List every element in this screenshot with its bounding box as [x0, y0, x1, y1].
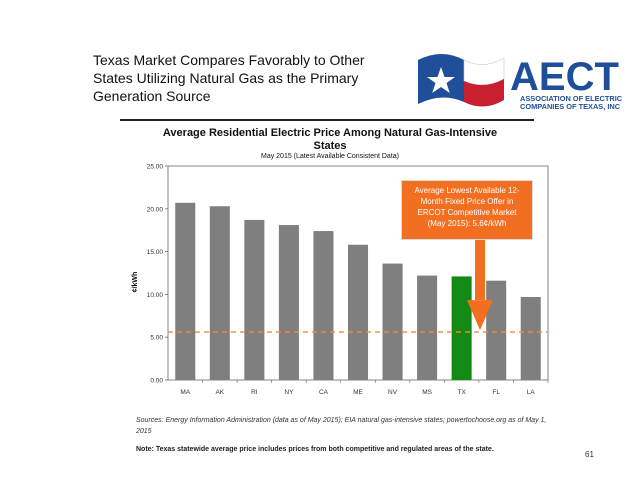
chart-title: Average Residential Electric Price Among… — [162, 127, 498, 152]
bar-nv — [382, 263, 403, 380]
y-tick-label: 20.00 — [147, 206, 164, 213]
x-tick-label: MA — [180, 389, 190, 396]
bar-ak — [209, 206, 230, 380]
y-axis-label: ¢/kWh — [132, 272, 139, 293]
bar-ca — [313, 231, 334, 380]
bar-fl — [486, 280, 507, 380]
slide-title-line-2: States Utilizing Natural Gas as the Prim… — [93, 70, 359, 86]
bar-tx — [451, 276, 472, 380]
title-divider — [120, 119, 534, 121]
callout-arrow-head — [467, 300, 493, 331]
footnote: Note: Texas statewide average price incl… — [136, 446, 494, 453]
x-tick-label: TX — [457, 389, 466, 396]
logo-subtext-2: COMPANIES OF TEXAS, INC — [520, 102, 621, 111]
x-tick-label: FL — [492, 389, 500, 396]
bar-ri — [244, 219, 265, 380]
callout-arrow-shaft — [475, 240, 485, 301]
y-tick-label: 25.00 — [147, 164, 164, 171]
x-tick-label: NY — [284, 389, 294, 396]
slide-title-line-3: Generation Source — [93, 88, 211, 104]
logo-text: AECT — [510, 55, 619, 99]
x-tick-label: NV — [388, 389, 398, 396]
y-tick-label: 10.00 — [147, 292, 164, 299]
sources-note: Sources: Energy Information Administrati… — [136, 417, 547, 435]
x-tick-label: AK — [215, 389, 224, 396]
logo-subtext-1: ASSOCIATION OF ELECTRIC — [520, 94, 622, 103]
chart-subtitle: May 2015 (Latest Available Consistent Da… — [260, 153, 399, 160]
slide-title: Texas Market Compares Favorably to Other… — [93, 51, 393, 105]
bar-me — [347, 244, 369, 380]
x-tick-label: ME — [353, 389, 363, 396]
y-tick-label: 0.00 — [150, 378, 163, 385]
bar-ny — [278, 225, 299, 380]
x-tick-label: LA — [527, 389, 536, 396]
price-callout: Average Lowest Available 12-Month Fixed … — [401, 180, 533, 240]
texas-flag-icon — [418, 54, 505, 107]
bar-la — [520, 296, 541, 380]
y-tick-label: 15.00 — [147, 249, 164, 256]
page-number: 61 — [585, 450, 594, 459]
y-tick-label: 5.00 — [150, 335, 163, 342]
slide-title-line-1: Texas Market Compares Favorably to Other — [93, 52, 365, 68]
x-tick-label: RI — [251, 389, 258, 396]
bar-ms — [417, 275, 438, 380]
aect-logo: AECT ASSOCIATION OF ELECTRIC COMPANIES O… — [418, 54, 622, 111]
bar-ma — [175, 202, 196, 380]
x-tick-label: MS — [422, 389, 432, 396]
x-tick-label: CA — [319, 389, 329, 396]
